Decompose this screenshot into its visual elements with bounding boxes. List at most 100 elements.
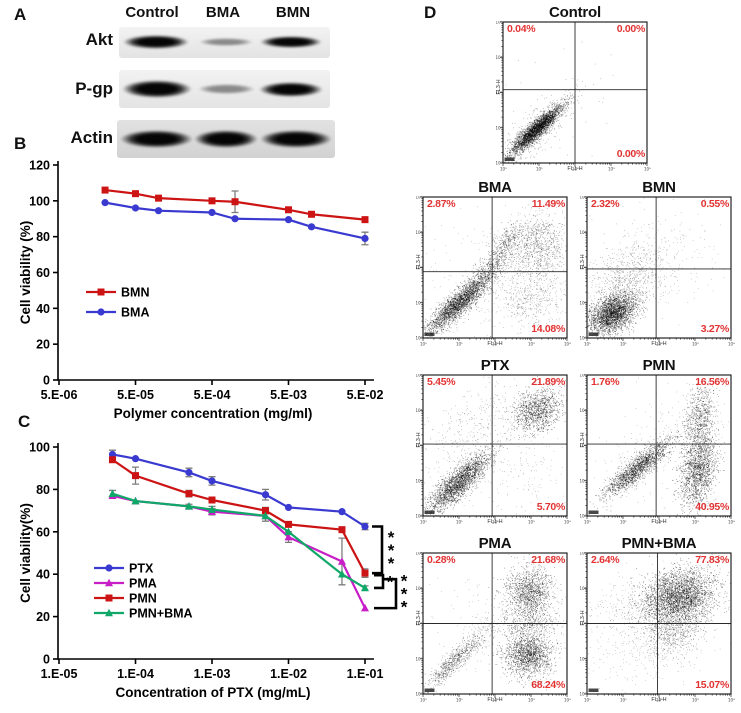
legend-label: PTX [129,562,154,576]
significance-label: * [388,541,395,560]
quadrant-pct-lower-right: 3.27% [700,323,730,335]
data-point [208,197,216,205]
x-tick-label: 5.E-05 [117,388,154,402]
data-point [132,190,139,198]
x-tick-label: 1.E-01 [347,667,384,681]
flow-y-axis-label: FL3-H [416,610,422,626]
y-tick-label: 60 [36,525,50,539]
data-point [338,526,346,534]
quadrant-pct-upper-left: 0.04% [507,23,536,35]
legend-label: BMA [121,306,149,320]
blot-band-bma [199,38,253,46]
quadrant-pct-lower-right: 14.08% [531,323,565,335]
flow-plot-bma: BMA 2.87% 11.49% 14.08% FL1-H FL3-H [415,179,575,361]
quadrant-pct-upper-left: 5.45% [427,376,456,388]
significance-bracket [372,525,384,575]
axes [57,161,374,381]
quadrant-pct-lower-right: 0.00% [616,148,646,160]
quadrant-pct-lower-right: 40.95% [695,501,729,513]
y-tick-label: 0 [43,374,50,388]
significance-label: * [388,528,395,547]
data-point [105,578,113,587]
flow-plot-bmn: BMN 2.32% 0.55% 3.27% FL1-H FL3-H [579,179,739,361]
flow-scatter-canvas [495,21,653,173]
x-tick-label: 1.E-03 [194,667,231,681]
flow-plot-ptx: PTX 5.45% 21.89% 5.70% FL1-H FL3-H [415,357,575,539]
flow-scatter-canvas [579,552,737,704]
data-point [231,215,239,223]
flow-plot-title: PTX [480,357,510,374]
data-point [284,527,293,536]
quadrant-pct-upper-left: 2.87% [427,198,456,210]
quadrant-pct-lower-right: 68.24% [531,679,565,691]
quadrant-pct-upper-right: 16.56% [695,376,729,388]
x-tick-label: 1.E-02 [270,667,307,681]
x-tick-label: 5.E-06 [41,388,78,402]
quadrant-pct-upper-right: 0.55% [700,198,730,210]
y-tick-label: 0 [43,653,50,667]
data-point [208,477,216,485]
significance-label: * [401,598,408,617]
quadrant-pct-lower-right: 5.70% [536,501,566,513]
flow-scatter-canvas [579,196,737,348]
data-point [155,194,163,202]
data-point [261,491,270,499]
blot-strip-actin [117,120,335,158]
data-point [208,208,216,217]
data-point [337,557,346,565]
panel-b-chart: 0 20 40 60 80 100 120 5.E-06 5.E-05 5.E-04 5.E-03 5… [18,159,383,422]
data-point [231,198,239,206]
quadrant-pct-upper-left: 1.76% [591,376,620,388]
data-point [101,199,109,207]
flow-x-axis-label: FL1-H [487,341,503,347]
y-tick-label: 20 [36,338,50,352]
series-line-PMN [111,458,366,574]
data-point [361,569,369,577]
flow-plot-title: PMA [478,535,512,552]
panel-c-chart: 0 20 40 60 80 100 1.E-05 1.E-04 1.E-03 1.E-02 1.E-… [18,441,408,701]
flow-plot-title: PMN+BMA [621,535,697,552]
quadrant-pct-upper-left: 0.28% [427,554,456,566]
significance-label: * [401,572,408,591]
blot-lane-header-bma: BMA [205,4,241,21]
flow-x-axis-label: FL1-H [651,519,667,525]
data-point [361,216,369,224]
blot-band-bmn [260,130,332,148]
blot-band-control [120,130,193,148]
blot-strip-p-gp [119,70,330,108]
flow-plot-pma: PMA 0.28% 21.68% 68.24% FL1-H FL3-H [415,535,575,713]
data-point [337,570,346,578]
y-tick-label: 80 [36,483,50,497]
data-point [184,502,193,510]
y-tick-label: 80 [36,230,50,244]
legend-label: PMN [129,592,157,606]
flow-plot-pmn: PMN 1.76% 16.56% 40.95% FL1-H FL3-H [579,357,739,539]
x-tick-label: 1.E-05 [41,667,78,681]
data-point [108,450,117,459]
flow-plot-title: BMA [478,179,512,196]
data-point [285,206,292,214]
data-point [208,496,216,504]
x-axis-title: Concentration of PTX (mg/mL) [116,685,311,700]
quadrant-pct-upper-left: 2.64% [591,554,620,566]
data-point [285,520,292,528]
data-point [105,564,113,572]
flow-y-axis-label: FL3-H [580,610,586,626]
flow-x-axis-label: FL1-H [487,519,503,525]
data-point [361,234,369,243]
data-point [338,508,346,516]
blot-band-bma [194,130,258,148]
data-point [154,207,163,215]
flow-plot-control: Control 0.04% 0.00% 0.00% FL1-H FL3-H [495,4,655,186]
series-line-PTX [112,453,366,528]
data-point [101,186,109,194]
panel-a-label: A [14,5,27,24]
y-tick-label: 100 [29,194,50,208]
data-point [131,204,140,212]
series-line-BMA [104,201,366,240]
data-point [131,455,140,463]
panel-c-label: C [18,412,31,431]
flow-x-axis-label: FL1-H [651,341,667,347]
x-tick-label: 5.E-03 [270,388,307,402]
y-axis-title: Cell viability(%) [18,503,33,603]
